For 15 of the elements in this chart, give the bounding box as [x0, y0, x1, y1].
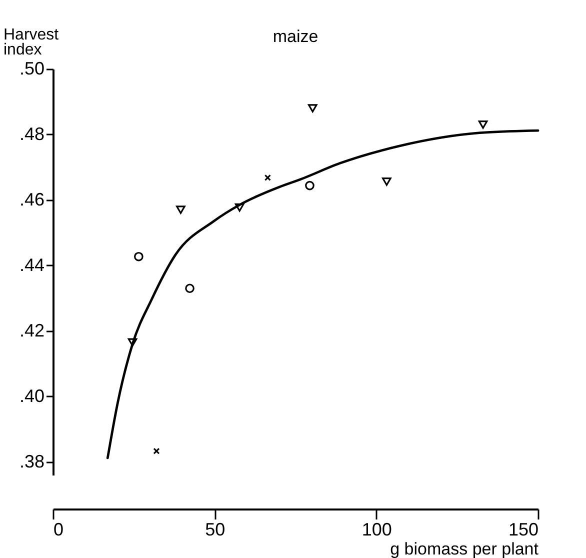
x-tick-label: 100	[362, 520, 392, 540]
x-tick-label: 50	[205, 520, 226, 540]
y-tick-label: .42	[19, 320, 44, 340]
y-tick-label: .46	[19, 189, 44, 210]
x-tick-label: 0	[54, 520, 64, 540]
x-axis-title: g biomass per plant	[390, 540, 539, 558]
y-axis-title: Harvest index	[4, 26, 60, 58]
y-tick-label: .50	[19, 58, 44, 78]
y-tick-label: .44	[19, 254, 44, 275]
y-tick-label: .38	[19, 451, 44, 472]
y-tick-label: .48	[19, 124, 44, 144]
x-tick-label: 150	[508, 520, 538, 540]
line-series	[106, 129, 540, 460]
y-tick-label: .40	[19, 386, 44, 406]
chart-title: maize	[272, 27, 318, 46]
